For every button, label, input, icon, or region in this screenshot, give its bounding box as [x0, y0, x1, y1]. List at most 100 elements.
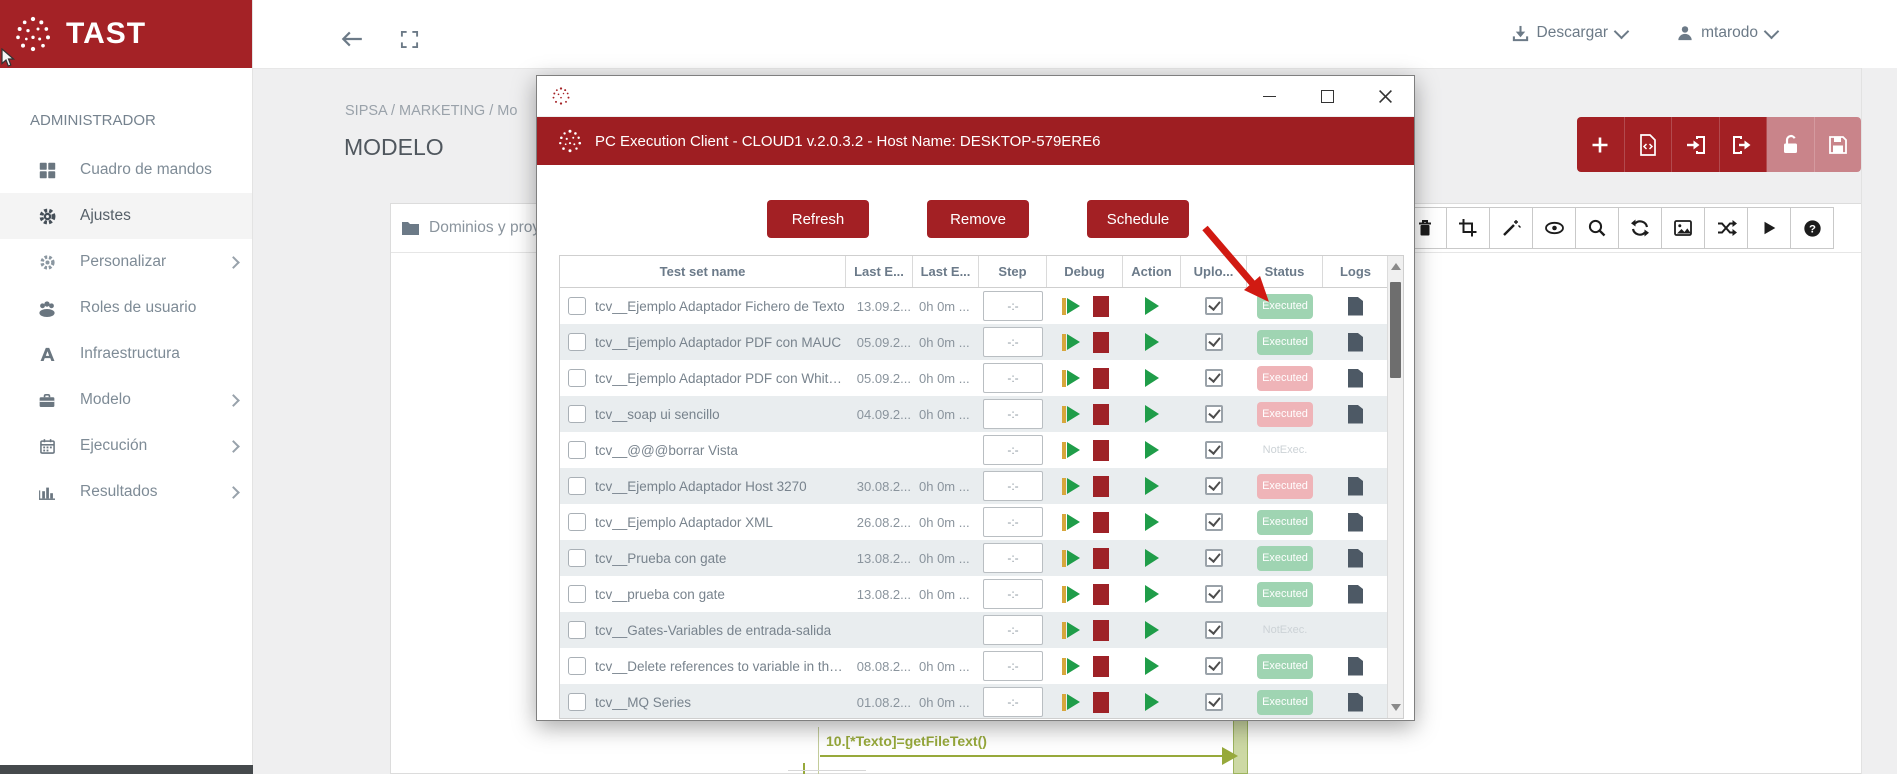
download-menu[interactable]: Descargar — [1512, 23, 1630, 42]
table-scrollbar[interactable] — [1387, 256, 1403, 718]
upload-checkbox[interactable] — [1205, 621, 1223, 639]
table-row[interactable]: tcv__Ejemplo Adaptador Host 3270 30.08.2… — [560, 468, 1403, 504]
logs-icon[interactable] — [1348, 476, 1363, 496]
window-titlebar[interactable] — [537, 76, 1414, 117]
table-row[interactable]: tcv__Ejemplo Adaptador XML 26.08.2... 0h… — [560, 504, 1403, 540]
logs-icon[interactable] — [1348, 332, 1363, 352]
row-checkbox[interactable] — [568, 477, 586, 495]
table-row[interactable]: tcv__prueba con gate 13.08.2... 0h 0m ..… — [560, 576, 1403, 612]
eye-button[interactable] — [1532, 207, 1576, 249]
sidebar-item-resultados[interactable]: Resultados — [0, 469, 252, 515]
run-icon[interactable] — [1145, 513, 1159, 531]
col-test-set-name[interactable]: Test set name — [560, 256, 846, 287]
step-input[interactable] — [983, 543, 1043, 573]
table-row[interactable]: tcv__@@@borrar Vista NotExec. — [560, 432, 1403, 468]
step-input[interactable] — [983, 471, 1043, 501]
debug-step-icon[interactable] — [1061, 549, 1080, 567]
stop-icon[interactable] — [1092, 655, 1109, 677]
run-icon[interactable] — [1145, 333, 1159, 351]
row-checkbox[interactable] — [568, 369, 586, 387]
row-checkbox[interactable] — [568, 405, 586, 423]
run-icon[interactable] — [1145, 405, 1159, 423]
run-icon[interactable] — [1145, 297, 1159, 315]
upload-checkbox[interactable] — [1205, 297, 1223, 315]
step-input[interactable] — [983, 291, 1043, 321]
sidebar-item-modelo[interactable]: Modelo — [0, 377, 252, 423]
row-checkbox[interactable] — [568, 549, 586, 567]
logs-icon[interactable] — [1348, 548, 1363, 568]
step-input[interactable] — [983, 687, 1043, 717]
upload-checkbox[interactable] — [1205, 405, 1223, 423]
upload-checkbox[interactable] — [1205, 333, 1223, 351]
sidebar-item-roles-de-usuario[interactable]: Roles de usuario — [0, 285, 252, 331]
diagram-message-label[interactable]: 10.[*Texto]=getFileText() — [826, 733, 987, 749]
step-input[interactable] — [983, 435, 1043, 465]
upload-checkbox[interactable] — [1205, 477, 1223, 495]
logs-icon[interactable] — [1348, 584, 1363, 604]
table-row[interactable]: tcv__Gates-Variables de entrada-salida N… — [560, 612, 1403, 648]
run-icon[interactable] — [1145, 693, 1159, 711]
stop-icon[interactable] — [1092, 691, 1109, 713]
stop-icon[interactable] — [1092, 547, 1109, 569]
run-icon[interactable] — [1145, 477, 1159, 495]
row-checkbox[interactable] — [568, 333, 586, 351]
step-input[interactable] — [983, 399, 1043, 429]
image-button[interactable] — [1661, 207, 1705, 249]
sign-in-button[interactable] — [1672, 117, 1720, 172]
shuffle-button[interactable] — [1704, 207, 1748, 249]
logs-icon[interactable] — [1348, 656, 1363, 676]
run-icon[interactable] — [1145, 369, 1159, 387]
upload-checkbox[interactable] — [1205, 585, 1223, 603]
row-checkbox[interactable] — [568, 513, 586, 531]
step-input[interactable] — [983, 651, 1043, 681]
remove-tests-button[interactable]: Remove — [927, 200, 1029, 238]
stop-icon[interactable] — [1092, 511, 1109, 533]
upload-checkbox[interactable] — [1205, 369, 1223, 387]
stop-icon[interactable] — [1092, 619, 1109, 641]
debug-step-icon[interactable] — [1061, 693, 1080, 711]
logs-icon[interactable] — [1348, 296, 1363, 316]
step-input[interactable] — [983, 327, 1043, 357]
back-button[interactable] — [340, 28, 364, 50]
run-icon[interactable] — [1145, 549, 1159, 567]
file-code-button[interactable] — [1624, 117, 1672, 172]
step-input[interactable] — [983, 363, 1043, 393]
debug-step-icon[interactable] — [1061, 657, 1080, 675]
crop-button[interactable] — [1446, 207, 1490, 249]
row-checkbox[interactable] — [568, 693, 586, 711]
sidebar-item-ejecucion[interactable]: Ejecución — [0, 423, 252, 469]
stop-icon[interactable] — [1092, 367, 1109, 389]
logs-icon[interactable] — [1348, 692, 1363, 712]
row-checkbox[interactable] — [568, 297, 586, 315]
scrollbar-thumb[interactable] — [1390, 282, 1401, 378]
col-status[interactable]: Status — [1247, 256, 1323, 287]
row-checkbox[interactable] — [568, 657, 586, 675]
col-upload[interactable]: Uplo... — [1181, 256, 1247, 287]
table-row[interactable]: tcv__soap ui sencillo 04.09.2... 0h 0m .… — [560, 396, 1403, 432]
debug-step-icon[interactable] — [1061, 333, 1080, 351]
row-checkbox[interactable] — [568, 441, 586, 459]
scroll-down-icon[interactable] — [1391, 704, 1401, 711]
sidebar-item-personalizar[interactable]: Personalizar — [0, 239, 252, 285]
table-row[interactable]: tcv__Ejemplo Adaptador PDF con Whitep...… — [560, 360, 1403, 396]
debug-step-icon[interactable] — [1061, 477, 1080, 495]
logs-icon[interactable] — [1348, 512, 1363, 532]
debug-step-icon[interactable] — [1061, 369, 1080, 387]
play-button[interactable] — [1747, 207, 1791, 249]
step-input[interactable] — [983, 579, 1043, 609]
debug-step-icon[interactable] — [1061, 621, 1080, 639]
upload-checkbox[interactable] — [1205, 441, 1223, 459]
stop-icon[interactable] — [1092, 295, 1109, 317]
sidebar-item-infraestructura[interactable]: Infraestructura — [0, 331, 252, 377]
sign-out-button[interactable] — [1719, 117, 1767, 172]
stop-icon[interactable] — [1092, 475, 1109, 497]
table-row[interactable]: tcv__Prueba con gate 13.08.2... 0h 0m ..… — [560, 540, 1403, 576]
run-icon[interactable] — [1145, 621, 1159, 639]
table-row[interactable]: tcv__Ejemplo Adaptador PDF con MAUC 05.0… — [560, 324, 1403, 360]
debug-step-icon[interactable] — [1061, 297, 1080, 315]
close-button[interactable] — [1356, 76, 1414, 116]
debug-step-icon[interactable] — [1061, 585, 1080, 603]
debug-step-icon[interactable] — [1061, 405, 1080, 423]
debug-step-icon[interactable] — [1061, 441, 1080, 459]
sidebar-item-cuadro-de-mandos[interactable]: Cuadro de mandos — [0, 147, 252, 193]
